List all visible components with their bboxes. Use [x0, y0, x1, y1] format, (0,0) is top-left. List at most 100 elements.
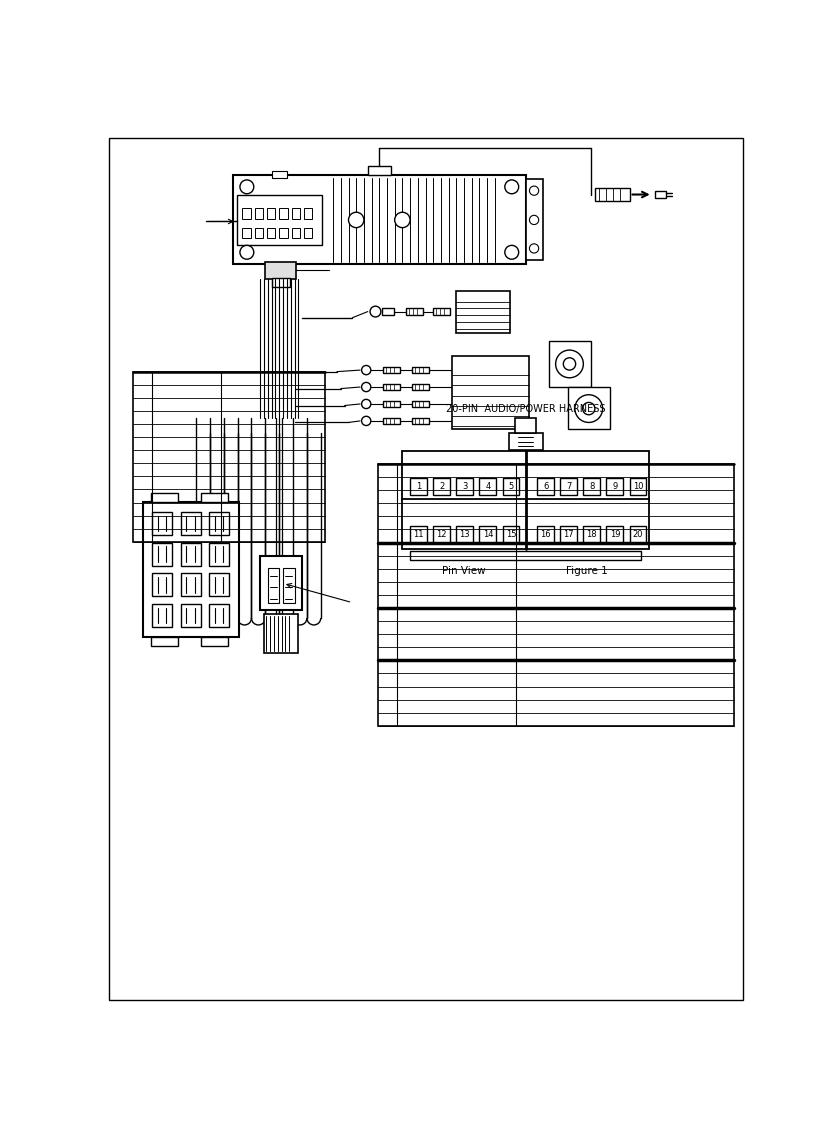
Text: 2: 2: [439, 482, 445, 491]
Bar: [583, 478, 600, 495]
Bar: [537, 478, 554, 495]
Bar: [152, 512, 172, 535]
Bar: [133, 372, 326, 542]
Bar: [411, 551, 641, 560]
Circle shape: [504, 180, 519, 194]
Bar: [630, 478, 647, 495]
Circle shape: [504, 246, 519, 259]
Bar: [503, 525, 519, 542]
Circle shape: [563, 357, 576, 370]
Bar: [503, 478, 519, 495]
Bar: [304, 228, 312, 239]
Circle shape: [395, 212, 411, 228]
Bar: [452, 356, 529, 429]
Bar: [655, 190, 666, 198]
Bar: [560, 478, 578, 495]
Bar: [292, 208, 300, 219]
Bar: [411, 478, 427, 495]
Bar: [433, 478, 450, 495]
Circle shape: [361, 365, 371, 374]
Text: Pin View: Pin View: [442, 566, 486, 576]
Bar: [411, 525, 427, 542]
Bar: [263, 614, 298, 653]
Text: 20-PIN  AUDIO/POWER HARNESS: 20-PIN AUDIO/POWER HARNESS: [446, 403, 605, 414]
Bar: [378, 464, 735, 726]
Bar: [402, 498, 649, 549]
Bar: [479, 525, 496, 542]
Bar: [525, 179, 543, 260]
Text: 18: 18: [587, 530, 597, 539]
Bar: [200, 492, 228, 502]
Bar: [383, 418, 400, 424]
Bar: [381, 309, 394, 314]
Bar: [292, 228, 300, 239]
Bar: [595, 188, 630, 201]
Bar: [537, 525, 554, 542]
Bar: [433, 525, 450, 542]
Circle shape: [361, 416, 371, 426]
Circle shape: [240, 246, 253, 259]
Bar: [607, 525, 623, 542]
Bar: [456, 525, 473, 542]
Bar: [243, 228, 251, 239]
Bar: [272, 277, 290, 287]
Bar: [209, 604, 229, 628]
Text: 9: 9: [612, 482, 617, 491]
Bar: [383, 367, 400, 373]
Bar: [630, 525, 647, 542]
Bar: [479, 478, 496, 495]
Bar: [272, 171, 287, 178]
Bar: [279, 228, 288, 239]
Bar: [515, 418, 536, 433]
Bar: [433, 308, 450, 316]
Bar: [209, 574, 229, 596]
Bar: [456, 291, 510, 334]
Circle shape: [583, 402, 595, 415]
Bar: [568, 387, 610, 429]
Text: 8: 8: [589, 482, 594, 491]
Bar: [509, 433, 543, 450]
Circle shape: [529, 243, 538, 254]
Bar: [406, 308, 423, 316]
Circle shape: [556, 350, 583, 378]
Bar: [152, 542, 172, 566]
Text: 20: 20: [632, 530, 643, 539]
Bar: [283, 568, 295, 603]
Text: 7: 7: [566, 482, 572, 491]
Text: 12: 12: [436, 530, 447, 539]
Bar: [243, 208, 251, 219]
Circle shape: [370, 307, 381, 317]
Bar: [583, 525, 600, 542]
Bar: [254, 228, 263, 239]
Circle shape: [240, 180, 253, 194]
Text: 14: 14: [483, 530, 493, 539]
Bar: [180, 542, 200, 566]
Text: 4: 4: [485, 482, 490, 491]
Bar: [412, 384, 430, 390]
Text: 10: 10: [632, 482, 643, 491]
Bar: [180, 512, 200, 535]
Bar: [267, 228, 275, 239]
Bar: [152, 604, 172, 628]
Bar: [402, 451, 649, 502]
Bar: [260, 557, 302, 611]
Bar: [607, 478, 623, 495]
Text: 16: 16: [540, 530, 551, 539]
Bar: [368, 166, 391, 176]
Circle shape: [529, 215, 538, 224]
Bar: [152, 574, 172, 596]
Bar: [456, 478, 473, 495]
Bar: [200, 637, 228, 646]
Bar: [412, 367, 430, 373]
Bar: [279, 208, 288, 219]
Text: 19: 19: [610, 530, 620, 539]
Circle shape: [575, 394, 602, 423]
Circle shape: [361, 399, 371, 409]
Bar: [180, 574, 200, 596]
Bar: [150, 492, 178, 502]
Text: 15: 15: [506, 530, 516, 539]
Bar: [412, 401, 430, 407]
Bar: [268, 568, 279, 603]
Bar: [304, 208, 312, 219]
Bar: [383, 384, 400, 390]
